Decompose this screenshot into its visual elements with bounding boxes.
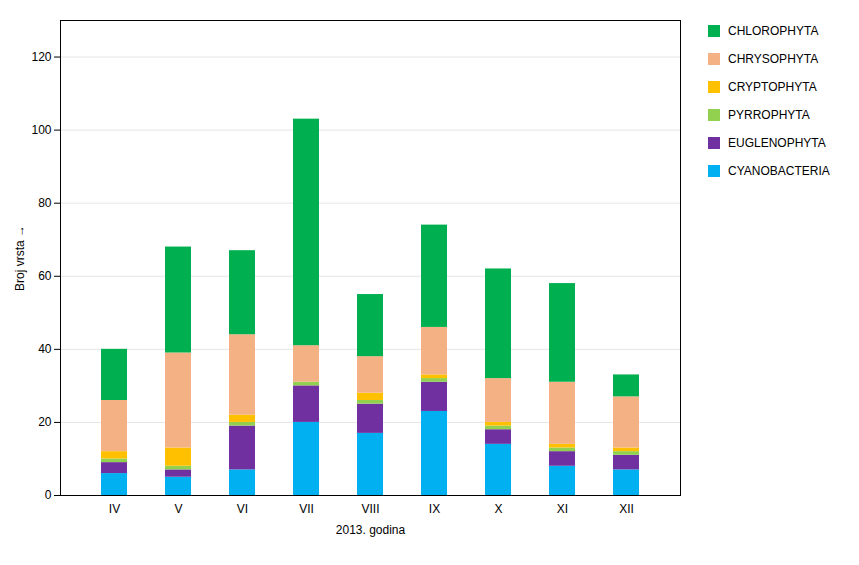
svg-text:120: 120 bbox=[31, 50, 51, 64]
svg-text:0: 0 bbox=[45, 488, 52, 502]
svg-text:80: 80 bbox=[38, 196, 52, 210]
svg-text:XI: XI bbox=[557, 502, 568, 516]
svg-text:VII: VII bbox=[299, 502, 314, 516]
svg-text:XII: XII bbox=[619, 502, 634, 516]
html-text:CHLOROPHYTA: CHLOROPHYTA bbox=[728, 24, 819, 38]
svg-text:Broj vrsta →: Broj vrsta → bbox=[13, 225, 27, 291]
svg-text:2013. godina: 2013. godina bbox=[336, 523, 406, 537]
svg-text:VI: VI bbox=[237, 502, 248, 516]
html-text:EUGLENOPHYTA: EUGLENOPHYTA bbox=[728, 136, 826, 150]
svg-text:X: X bbox=[494, 502, 502, 516]
svg-text:100: 100 bbox=[31, 123, 51, 137]
svg-text:VIII: VIII bbox=[361, 502, 379, 516]
html-text:CRYPTOPHYTA: CRYPTOPHYTA bbox=[728, 80, 817, 94]
html-text:PYRROPHYTA: PYRROPHYTA bbox=[728, 108, 810, 122]
html-text:CYANOBACTERIA: CYANOBACTERIA bbox=[728, 164, 830, 178]
svg-text:IX: IX bbox=[429, 502, 440, 516]
html-text:CHRYSOPHYTA: CHRYSOPHYTA bbox=[728, 52, 819, 66]
svg-text:IV: IV bbox=[109, 502, 120, 516]
svg-text:60: 60 bbox=[38, 269, 52, 283]
svg-text:V: V bbox=[174, 502, 182, 516]
svg-text:40: 40 bbox=[38, 342, 52, 356]
svg-text:20: 20 bbox=[38, 415, 52, 429]
